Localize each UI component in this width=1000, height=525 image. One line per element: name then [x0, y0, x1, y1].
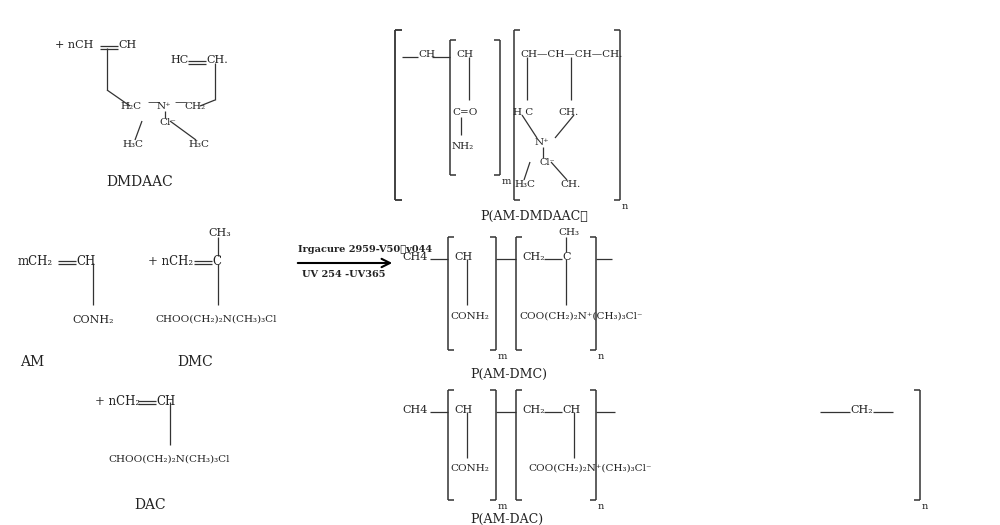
Text: CH: CH	[118, 40, 136, 50]
Text: CH: CH	[156, 395, 175, 408]
Text: Cl⁻: Cl⁻	[540, 158, 556, 167]
Text: N⁺: N⁺	[157, 102, 172, 111]
Text: DMC: DMC	[177, 355, 213, 369]
Text: CH: CH	[418, 50, 435, 59]
Text: H₃C: H₃C	[122, 140, 143, 149]
Text: n: n	[598, 352, 604, 361]
Text: CH: CH	[454, 405, 472, 415]
Text: DMDAAC: DMDAAC	[107, 175, 173, 189]
Text: + nCH: + nCH	[55, 40, 93, 50]
Text: P(AM-DMDAAC）: P(AM-DMDAAC）	[480, 210, 588, 223]
Text: Irgacure 2959-V50及v044: Irgacure 2959-V50及v044	[298, 245, 432, 254]
Text: + nCH₂: + nCH₂	[148, 255, 193, 268]
Text: HC: HC	[170, 55, 188, 65]
Text: CH4: CH4	[402, 405, 427, 415]
Text: AM: AM	[20, 355, 44, 369]
Text: m: m	[498, 502, 507, 511]
Text: —: —	[174, 96, 186, 109]
Text: CONH₂: CONH₂	[450, 464, 489, 473]
Text: C=O: C=O	[452, 108, 477, 117]
Text: CONH₂: CONH₂	[450, 312, 489, 321]
Text: C: C	[212, 255, 221, 268]
Text: CH₃: CH₃	[558, 228, 579, 237]
Text: COO(CH₂)₂N⁺(CH₃)₃Cl⁻: COO(CH₂)₂N⁺(CH₃)₃Cl⁻	[528, 464, 652, 473]
Text: Cl⁻: Cl⁻	[159, 118, 176, 127]
Text: H₃C: H₃C	[514, 180, 535, 189]
Text: —: —	[147, 96, 160, 109]
Text: n: n	[598, 502, 604, 511]
Text: P(AM-DMC): P(AM-DMC)	[470, 368, 547, 381]
Text: H₃C: H₃C	[188, 140, 209, 149]
Text: CH4: CH4	[402, 252, 427, 262]
Text: CH₃: CH₃	[208, 228, 231, 238]
Text: CONH₂: CONH₂	[72, 315, 114, 325]
Text: CH.: CH.	[206, 55, 228, 65]
Text: CH₂: CH₂	[522, 405, 545, 415]
Text: CH: CH	[76, 255, 95, 268]
Text: DAC: DAC	[134, 498, 166, 512]
Text: mCH₂: mCH₂	[18, 255, 53, 268]
Text: CHOO(CH₂)₂N(CH₃)₃Cl: CHOO(CH₂)₂N(CH₃)₃Cl	[108, 455, 230, 464]
Text: CH₂: CH₂	[850, 405, 873, 415]
Text: CH.: CH.	[560, 180, 580, 189]
Text: n: n	[922, 502, 928, 511]
Text: m: m	[498, 352, 507, 361]
Text: m: m	[502, 177, 511, 186]
Text: CH: CH	[454, 252, 472, 262]
Text: H C: H C	[513, 108, 533, 117]
Text: COO(CH₂)₂N⁺(CH₃)₃Cl⁻: COO(CH₂)₂N⁺(CH₃)₃Cl⁻	[519, 312, 642, 321]
Text: CH: CH	[456, 50, 473, 59]
Text: CHOO(CH₂)₂N(CH₃)₃Cl: CHOO(CH₂)₂N(CH₃)₃Cl	[155, 315, 276, 324]
Text: C: C	[562, 252, 570, 262]
Text: + nCH₂: + nCH₂	[95, 395, 140, 408]
Text: NH₂: NH₂	[452, 142, 474, 151]
Text: P(AM-DAC): P(AM-DAC)	[470, 513, 543, 525]
Text: CH—CH—CH—CH.: CH—CH—CH—CH.	[520, 50, 622, 59]
Text: CH: CH	[562, 405, 580, 415]
Text: CH₂: CH₂	[522, 252, 545, 262]
Text: N⁺: N⁺	[535, 138, 550, 147]
Text: CH₂: CH₂	[184, 102, 205, 111]
Text: UV 254 -UV365: UV 254 -UV365	[302, 270, 386, 279]
Text: n: n	[622, 202, 628, 211]
Text: H₂C: H₂C	[120, 102, 141, 111]
Text: CH.: CH.	[558, 108, 578, 117]
